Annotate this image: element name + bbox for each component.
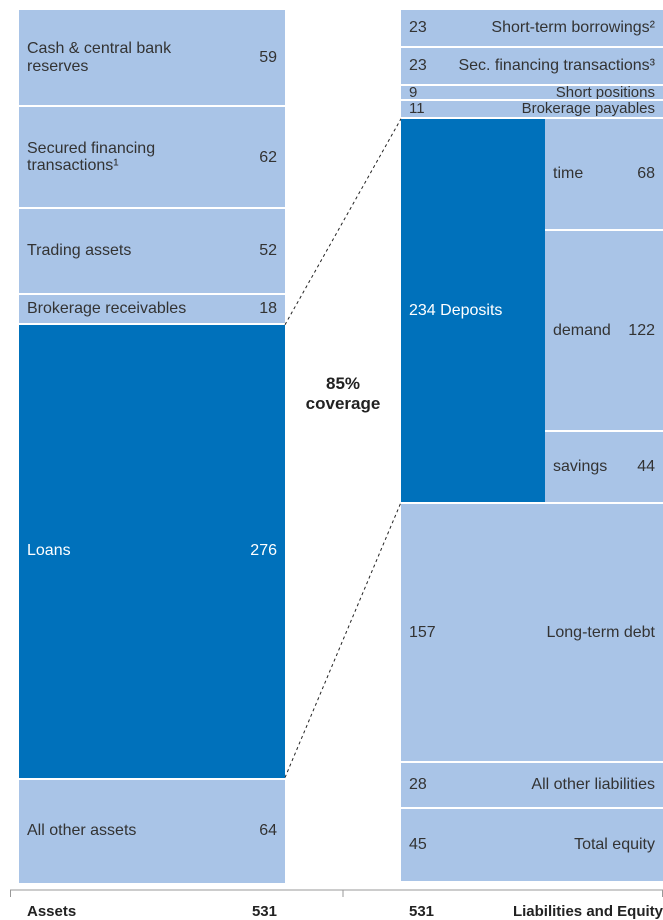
- block-value: 18: [259, 300, 277, 318]
- sub-block: demand 122: [545, 230, 663, 430]
- sub-value: 44: [637, 458, 655, 476]
- sub-label: demand: [553, 321, 611, 339]
- column-name: Assets: [27, 903, 77, 920]
- annotation-line: coverage: [305, 393, 381, 413]
- block-label: Brokerage payables: [521, 100, 655, 117]
- block-value: 11: [409, 100, 425, 117]
- block-label: Short positions: [555, 85, 655, 99]
- block: 23 Short-term borrowings²: [401, 10, 663, 46]
- block: 45 Total equity: [401, 809, 663, 882]
- block-label: 234 Deposits: [409, 302, 502, 320]
- block: Cash & central bank reserves 59: [19, 10, 285, 106]
- block: 234 Deposits: [401, 118, 545, 503]
- annotation-line: 85%: [325, 373, 361, 393]
- column-total: 531: [251, 903, 277, 920]
- block: 157 Long-term debt: [401, 504, 663, 762]
- connector: [284, 502, 402, 778]
- block: 28 All other liabilities: [401, 763, 663, 808]
- block: Secured financing transactions¹ 62: [19, 107, 285, 208]
- sub-label: savings: [553, 458, 608, 476]
- block-label: Cash & central bank reserves: [27, 40, 172, 75]
- sub-value: 68: [637, 164, 655, 182]
- block-label: Short-term borrowings²: [491, 19, 655, 37]
- block-value: 59: [259, 48, 277, 66]
- block-label: Long-term debt: [546, 623, 655, 641]
- block: 11 Brokerage payables: [401, 100, 663, 117]
- block-value: 62: [259, 148, 277, 166]
- block-label: Loans: [27, 542, 71, 560]
- block-value: 52: [259, 242, 277, 260]
- block: 9 Short positions: [401, 85, 663, 99]
- sub-value: 122: [628, 321, 655, 339]
- connector: [284, 118, 402, 325]
- sub-label: time: [553, 164, 584, 182]
- column-total: 531: [409, 903, 435, 920]
- block-label: Trading assets: [27, 242, 132, 260]
- block-label: Total equity: [574, 836, 655, 854]
- coverage-annotation: 85% coverage: [285, 374, 401, 415]
- block-label: All other liabilities: [531, 776, 655, 794]
- block: All other assets 64: [19, 779, 285, 883]
- block: Trading assets 52: [19, 209, 285, 294]
- block-value: 276: [250, 542, 277, 560]
- block-label: Sec. financing transactions³: [458, 57, 655, 75]
- sub-block: savings 44: [545, 431, 663, 503]
- block: 23 Sec. financing transactions³: [401, 47, 663, 84]
- column-name: Liabilities and Equity: [512, 903, 663, 920]
- block-value: 234: [409, 301, 436, 319]
- block-label: Secured financing transactions¹: [27, 139, 156, 175]
- block-value: 28: [409, 776, 427, 794]
- block-value: 9: [409, 85, 418, 99]
- block-value: 23: [409, 57, 427, 75]
- block-label: Brokerage receivables: [27, 300, 187, 318]
- block-value: 157: [409, 623, 436, 641]
- block-value: 45: [409, 836, 427, 854]
- block-label: Deposits: [440, 301, 503, 319]
- block: Loans 276: [19, 324, 285, 778]
- sub-block: time 68: [545, 118, 663, 229]
- block: Brokerage receivables 18: [19, 295, 285, 323]
- block-value: 23: [409, 19, 427, 37]
- block-value: 64: [259, 822, 277, 840]
- block-label: All other assets: [27, 822, 137, 840]
